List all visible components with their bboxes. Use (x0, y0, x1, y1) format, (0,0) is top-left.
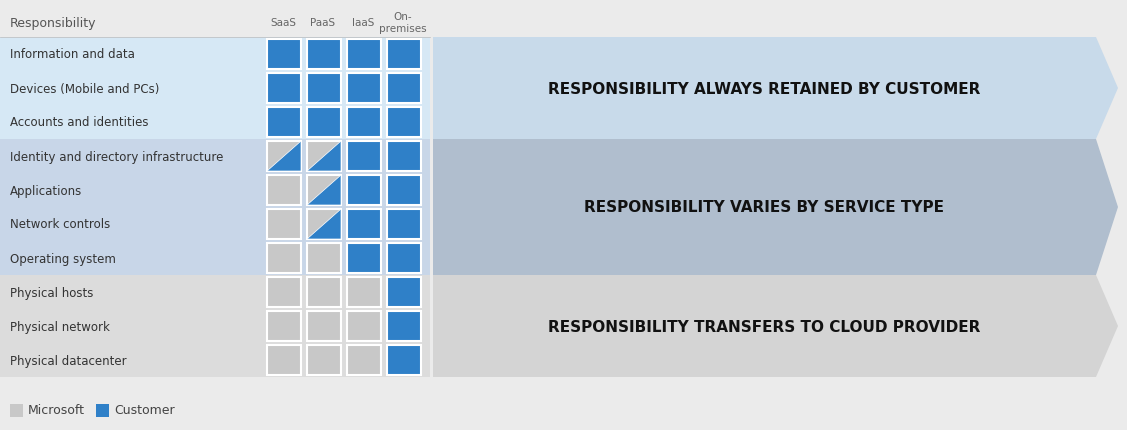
Polygon shape (433, 275, 1118, 377)
Bar (267, 311, 301, 341)
Bar (347, 277, 381, 307)
Bar (347, 311, 381, 341)
Bar (267, 40, 301, 70)
Bar (267, 74, 301, 104)
Text: Microsoft: Microsoft (28, 404, 85, 417)
Text: Identity and directory infrastructure: Identity and directory infrastructure (10, 150, 223, 163)
Text: Customer: Customer (114, 404, 175, 417)
Bar (0, 140, 431, 174)
Bar (0, 208, 431, 241)
Bar (387, 175, 421, 206)
Bar (0, 275, 431, 309)
Bar (387, 243, 421, 273)
Bar (307, 74, 341, 104)
Text: Devices (Mobile and PCs): Devices (Mobile and PCs) (10, 82, 159, 95)
Bar (267, 108, 301, 138)
Bar (267, 175, 301, 206)
Bar (0, 309, 431, 343)
Bar (387, 74, 421, 104)
Text: Network controls: Network controls (10, 218, 110, 231)
Polygon shape (433, 140, 1118, 275)
Bar (267, 277, 301, 307)
Bar (307, 40, 341, 70)
Bar (347, 175, 381, 206)
Bar (267, 209, 301, 240)
Text: Accounts and identities: Accounts and identities (10, 116, 149, 129)
Polygon shape (307, 209, 341, 240)
Text: On-
premises: On- premises (379, 12, 427, 34)
Bar (307, 243, 341, 273)
Polygon shape (307, 141, 341, 172)
Bar (347, 243, 381, 273)
Text: Information and data: Information and data (10, 49, 135, 61)
Bar (0, 8, 431, 38)
Bar (10, 404, 23, 417)
Text: RESPONSIBILITY TRANSFERS TO CLOUD PROVIDER: RESPONSIBILITY TRANSFERS TO CLOUD PROVID… (549, 319, 980, 334)
Text: IaaS: IaaS (352, 18, 374, 28)
Polygon shape (267, 141, 301, 172)
Text: RESPONSIBILITY VARIES BY SERVICE TYPE: RESPONSIBILITY VARIES BY SERVICE TYPE (585, 200, 944, 215)
Bar (387, 311, 421, 341)
Polygon shape (307, 175, 341, 206)
Bar (387, 108, 421, 138)
Bar (96, 404, 109, 417)
Bar (0, 241, 431, 275)
Text: Operating system: Operating system (10, 252, 116, 265)
Bar (387, 209, 421, 240)
Bar (347, 40, 381, 70)
Text: Physical hosts: Physical hosts (10, 286, 94, 299)
Bar (347, 141, 381, 172)
Text: Physical network: Physical network (10, 320, 109, 333)
Bar (267, 345, 301, 375)
Bar (387, 277, 421, 307)
Polygon shape (433, 38, 1118, 140)
Bar (307, 277, 341, 307)
Bar (0, 343, 431, 377)
Bar (387, 345, 421, 375)
Bar (347, 209, 381, 240)
Bar (0, 72, 431, 106)
Text: Applications: Applications (10, 184, 82, 197)
Text: Physical datacenter: Physical datacenter (10, 354, 126, 367)
Bar (387, 141, 421, 172)
Bar (307, 311, 341, 341)
Bar (0, 106, 431, 140)
Text: PaaS: PaaS (310, 18, 336, 28)
Bar (267, 243, 301, 273)
Text: RESPONSIBILITY ALWAYS RETAINED BY CUSTOMER: RESPONSIBILITY ALWAYS RETAINED BY CUSTOM… (549, 81, 980, 96)
Bar (347, 345, 381, 375)
Text: SaaS: SaaS (270, 18, 296, 28)
Bar (307, 175, 341, 206)
Bar (0, 38, 431, 72)
Bar (347, 108, 381, 138)
Bar (307, 345, 341, 375)
Bar (347, 74, 381, 104)
Bar (387, 40, 421, 70)
Bar (0, 174, 431, 208)
Bar (267, 141, 301, 172)
Bar (307, 141, 341, 172)
Text: Responsibility: Responsibility (10, 16, 97, 29)
Bar (307, 108, 341, 138)
Bar (307, 209, 341, 240)
